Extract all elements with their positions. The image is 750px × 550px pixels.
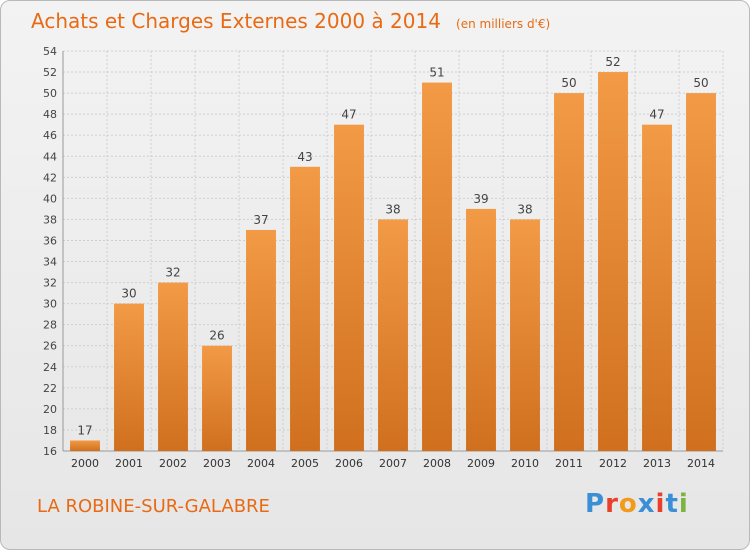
title-row: Achats et Charges Externes 2000 à 2014 (… xyxy=(31,9,550,33)
y-tick-label: 40 xyxy=(43,192,57,205)
logo-letter: x xyxy=(637,489,656,519)
x-tick-label: 2007 xyxy=(379,457,407,470)
x-tick-label: 2000 xyxy=(71,457,99,470)
bar xyxy=(554,93,584,452)
x-tick-label: 2001 xyxy=(115,457,143,470)
data-label: 52 xyxy=(605,55,620,69)
x-tick-label: 2013 xyxy=(643,457,671,470)
logo-letter: t xyxy=(665,489,679,519)
logo-letter: i xyxy=(655,489,666,519)
data-label: 38 xyxy=(517,202,532,216)
data-label: 51 xyxy=(429,66,444,80)
x-tick-label: 2006 xyxy=(335,457,363,470)
data-label: 47 xyxy=(341,108,356,122)
x-tick-label: 2011 xyxy=(555,457,583,470)
y-tick-label: 20 xyxy=(43,403,57,416)
data-label: 47 xyxy=(649,108,664,122)
y-tick-label: 24 xyxy=(43,361,57,374)
y-tick-label: 36 xyxy=(43,234,57,247)
bar xyxy=(686,93,716,452)
data-labels: 17 30 32 26 37 43 47 38 51 39 38 50 52 47 50 xyxy=(77,55,708,437)
bar xyxy=(70,440,100,451)
data-label: 30 xyxy=(121,287,136,301)
bar xyxy=(598,72,628,451)
bar xyxy=(642,124,672,452)
bars xyxy=(70,72,716,452)
y-tick-label: 26 xyxy=(43,340,57,353)
bar xyxy=(422,82,452,451)
x-tick-label: 2004 xyxy=(247,457,275,470)
logo-letter: r xyxy=(605,489,619,519)
x-tick-label: 2014 xyxy=(687,457,715,470)
x-tick-label: 2003 xyxy=(203,457,231,470)
proxiti-logo[interactable]: Proxiti xyxy=(585,489,689,519)
bar xyxy=(378,219,408,451)
data-label: 38 xyxy=(385,202,400,216)
bar xyxy=(510,219,540,451)
x-tick-label: 2008 xyxy=(423,457,451,470)
x-tick-label: 2002 xyxy=(159,457,187,470)
data-label: 43 xyxy=(297,150,312,164)
y-tick-label: 22 xyxy=(43,382,57,395)
y-tick-label: 30 xyxy=(43,298,57,311)
bar xyxy=(246,229,276,451)
bar xyxy=(202,345,232,451)
y-tick-label: 44 xyxy=(43,150,57,163)
logo-letter: i xyxy=(678,489,689,519)
data-label: 50 xyxy=(693,76,708,90)
x-tick-label: 2010 xyxy=(511,457,539,470)
logo-letter: P xyxy=(585,489,606,519)
y-tick-label: 42 xyxy=(43,171,57,184)
data-label: 39 xyxy=(473,192,488,206)
y-tick-label: 52 xyxy=(43,66,57,79)
bar xyxy=(158,282,188,451)
bar xyxy=(334,124,364,452)
tick-labels: 16 18 20 22 24 26 28 30 32 34 36 38 40 42 44 46 48 50 52 54… xyxy=(43,45,715,470)
chart-unit: (en milliers d'€) xyxy=(456,17,551,31)
y-tick-label: 54 xyxy=(43,45,57,58)
chart-title: Achats et Charges Externes 2000 à 2014 xyxy=(31,9,441,33)
y-tick-label: 48 xyxy=(43,108,57,121)
bar xyxy=(114,303,144,451)
x-tick-label: 2009 xyxy=(467,457,495,470)
y-tick-label: 34 xyxy=(43,256,57,269)
y-tick-label: 46 xyxy=(43,129,57,142)
data-label: 50 xyxy=(561,76,576,90)
y-tick-label: 38 xyxy=(43,213,57,226)
bar xyxy=(290,166,320,451)
bar xyxy=(466,208,496,451)
data-label: 17 xyxy=(77,423,92,437)
data-label: 26 xyxy=(209,329,224,343)
place-name: LA ROBINE-SUR-GALABRE xyxy=(37,496,270,517)
y-tick-label: 50 xyxy=(43,87,57,100)
logo-letter: o xyxy=(618,489,638,519)
x-tick-label: 2012 xyxy=(599,457,627,470)
y-tick-label: 32 xyxy=(43,277,57,290)
y-tick-label: 28 xyxy=(43,319,57,332)
x-tick-label: 2005 xyxy=(291,457,319,470)
y-tick-label: 18 xyxy=(43,424,57,437)
data-label: 37 xyxy=(253,213,268,227)
y-tick-label: 16 xyxy=(43,445,57,458)
data-label: 32 xyxy=(165,266,180,280)
